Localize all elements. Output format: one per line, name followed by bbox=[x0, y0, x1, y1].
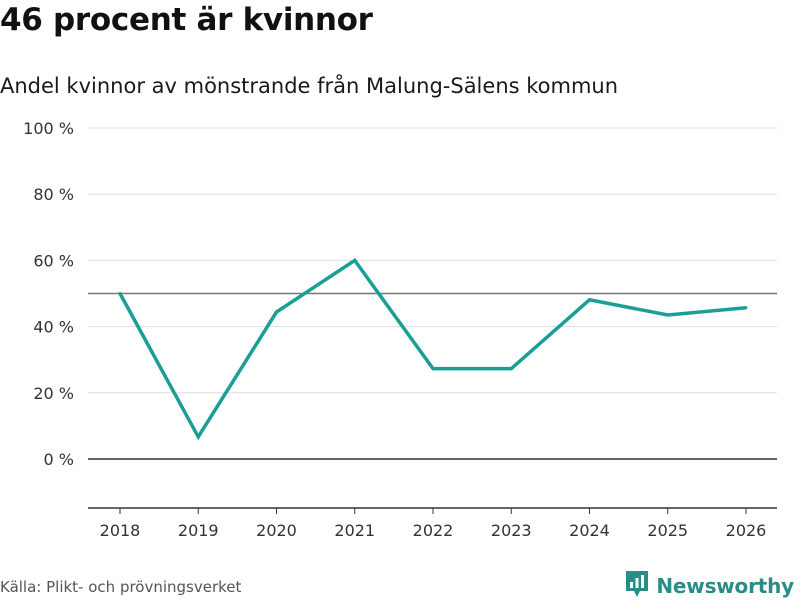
y-tick-label: 100 % bbox=[23, 119, 74, 138]
data-point bbox=[431, 367, 435, 371]
x-tick-label: 2020 bbox=[256, 521, 297, 540]
y-tick-label: 20 % bbox=[33, 384, 74, 403]
data-point bbox=[588, 298, 591, 302]
data-point bbox=[275, 310, 278, 314]
x-tick-label: 2022 bbox=[413, 521, 454, 540]
data-point bbox=[744, 306, 748, 310]
source-note: Källa: Plikt- och prövningsverket bbox=[0, 578, 242, 596]
bar-chart-logo-icon bbox=[624, 569, 650, 603]
x-tick-label: 2018 bbox=[100, 521, 141, 540]
data-point bbox=[509, 367, 513, 371]
data-point bbox=[666, 313, 670, 317]
x-tick-label: 2024 bbox=[569, 521, 610, 540]
x-tick-label: 2025 bbox=[647, 521, 688, 540]
brand-logo[interactable]: Newsworthy bbox=[624, 569, 794, 603]
x-tick-label: 2026 bbox=[726, 521, 767, 540]
series-group bbox=[118, 258, 748, 441]
series-line bbox=[118, 258, 747, 441]
x-tick-label: 2023 bbox=[491, 521, 532, 540]
x-tick-label: 2019 bbox=[178, 521, 219, 540]
data-point bbox=[118, 292, 122, 295]
chart-title: 46 procent är kvinnor bbox=[0, 2, 373, 38]
y-tick-label: 80 % bbox=[33, 185, 74, 204]
y-axis-ticks: 0 % 20 % 40 % 60 % 80 % 100 % bbox=[23, 119, 74, 469]
y-tick-label: 40 % bbox=[33, 318, 74, 337]
x-tick-label: 2021 bbox=[334, 521, 375, 540]
data-point bbox=[353, 258, 357, 262]
data-point bbox=[196, 435, 200, 439]
y-tick-label: 60 % bbox=[33, 251, 74, 270]
x-axis: 2018 2019 2020 2021 2022 2023 2024 2025 2026 bbox=[88, 507, 777, 540]
gridlines bbox=[88, 127, 777, 460]
brand-name: Newsworthy bbox=[656, 574, 794, 598]
chart-subtitle: Andel kvinnor av mönstrande från Malung-… bbox=[0, 74, 619, 98]
y-tick-label: 0 % bbox=[44, 450, 74, 469]
